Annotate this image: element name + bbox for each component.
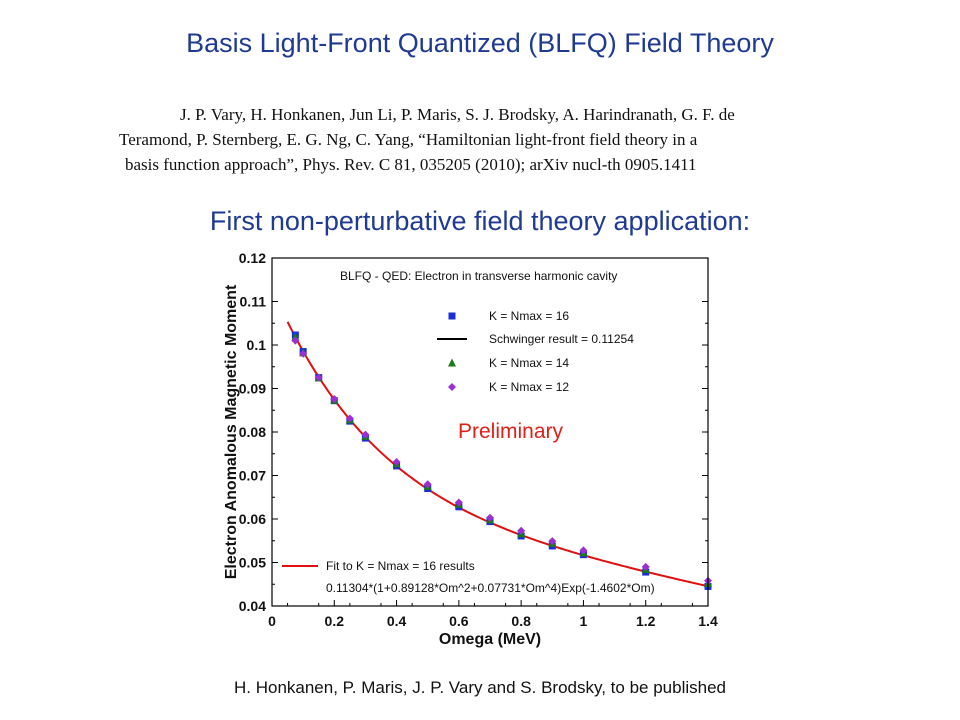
reference-citation: J. P. Vary, H. Honkanen, Jun Li, P. Mari… bbox=[105, 102, 895, 177]
plot-area bbox=[272, 258, 708, 606]
y-tick-label: 0.08 bbox=[239, 424, 266, 440]
x-axis-label: Omega (MeV) bbox=[439, 631, 541, 648]
data-point-diamond bbox=[330, 394, 339, 403]
legend-label: K = Nmax = 14 bbox=[489, 356, 569, 370]
x-tick-label: 0 bbox=[268, 613, 276, 629]
slide-title: Basis Light-Front Quantized (BLFQ) Field… bbox=[186, 28, 774, 58]
reference-line-1: J. P. Vary, H. Honkanen, Jun Li, P. Mari… bbox=[180, 105, 735, 124]
y-tick-label: 0.07 bbox=[239, 468, 266, 484]
legend-label: K = Nmax = 16 bbox=[489, 309, 569, 323]
slide-subtitle: First non-perturbative field theory appl… bbox=[209, 206, 751, 236]
y-axis-label: Electron Anomalous Magnetic Moment bbox=[223, 284, 240, 579]
x-tick-label: 0.6 bbox=[449, 613, 469, 629]
legend-label: K = Nmax = 12 bbox=[489, 380, 569, 394]
y-tick-label: 0.1 bbox=[247, 337, 267, 353]
data-point-diamond bbox=[345, 414, 354, 423]
data-point-diamond bbox=[548, 537, 557, 546]
x-tick-label: 1.2 bbox=[636, 613, 656, 629]
data-point-diamond bbox=[486, 513, 494, 522]
x-tick-label: 1.4 bbox=[698, 613, 718, 629]
preliminary-annotation: Preliminary bbox=[458, 420, 564, 443]
footer-citation: H. Honkanen, P. Maris, J. P. Vary and S.… bbox=[233, 678, 726, 697]
title-box bbox=[272, 258, 708, 292]
y-tick-label: 0.11 bbox=[240, 294, 267, 310]
y-tick-label: 0.04 bbox=[239, 598, 266, 614]
x-tick-label: 0.4 bbox=[387, 613, 407, 629]
legend-square-swatch bbox=[448, 312, 456, 320]
fit-curve bbox=[286, 321, 709, 588]
data-point-diamond bbox=[314, 373, 323, 382]
legend-fit-label: Fit to K = Nmax = 16 results bbox=[326, 559, 475, 573]
plot-frame bbox=[271, 257, 709, 607]
data-point-diamond bbox=[454, 498, 463, 507]
x-tick-label: 0.2 bbox=[325, 613, 345, 629]
data-point-diamond bbox=[579, 546, 588, 555]
reference-line-2: Teramond, P. Sternberg, E. G. Ng, C. Yan… bbox=[119, 130, 698, 149]
data-point-diamond bbox=[517, 526, 526, 535]
y-tick-label: 0.12 bbox=[239, 250, 266, 266]
y-tick-label: 0.06 bbox=[239, 511, 266, 527]
legend-diamond-swatch bbox=[448, 383, 456, 391]
data-point-diamond bbox=[641, 562, 650, 571]
reference-line-3: basis function approach”, Phys. Rev. C 8… bbox=[125, 155, 697, 174]
data-point-diamond bbox=[392, 458, 401, 467]
data-point-diamond bbox=[299, 349, 308, 358]
data-point-diamond bbox=[291, 336, 300, 345]
legend-triangle-swatch bbox=[448, 358, 456, 367]
legend-label: Schwinger result = 0.11254 bbox=[489, 332, 634, 346]
x-tick-label: 0.8 bbox=[511, 613, 531, 629]
data-point-diamond bbox=[423, 480, 432, 489]
y-tick-label: 0.05 bbox=[239, 555, 266, 571]
fit-formula: 0.11304*(1+0.89128*Om^2+0.07731*Om^4)Exp… bbox=[326, 581, 655, 595]
y-tick-label: 0.09 bbox=[239, 381, 266, 397]
data-point-diamond bbox=[361, 430, 370, 439]
x-tick-label: 1 bbox=[580, 613, 588, 629]
chart-title: BLFQ - QED: Electron in transverse harmo… bbox=[340, 269, 617, 283]
